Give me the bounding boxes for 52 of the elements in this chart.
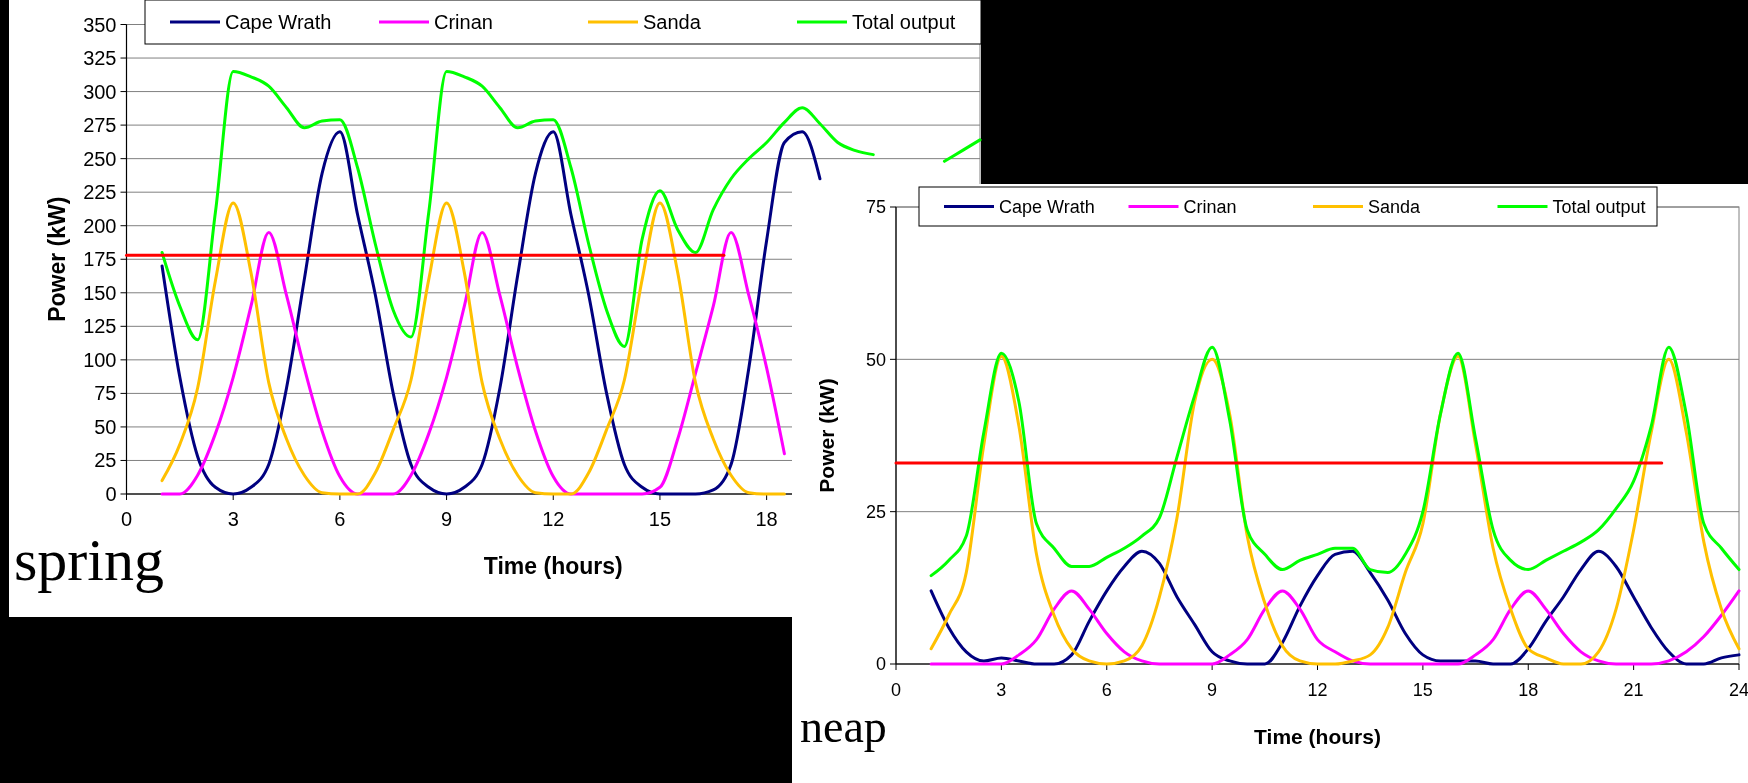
legend-label: Sanda	[643, 11, 702, 33]
y-tick-label: 50	[865, 349, 886, 370]
y-tick-label: 0	[105, 483, 117, 505]
x-tick-label: 15	[648, 508, 672, 530]
legend-label: Total output	[852, 11, 956, 33]
y-tick-label: 50	[94, 415, 117, 438]
y-tick-label: 250	[83, 147, 117, 170]
x-tick-label: 6	[334, 508, 346, 530]
y-axis-title: Power (kW)	[43, 196, 70, 322]
x-axis-title: Time (hours)	[1254, 725, 1381, 748]
x-tick-label: 9	[1207, 680, 1218, 700]
x-tick-label: 21	[1623, 680, 1644, 700]
text: spring	[14, 527, 164, 593]
line-series	[929, 589, 1741, 666]
x-tick-label: 3	[996, 680, 1007, 700]
x-tick-label: 0	[890, 680, 902, 700]
y-tick-label: 275	[83, 114, 117, 137]
line-series	[929, 345, 1741, 578]
legend-label: Crinan	[434, 11, 493, 33]
legend-label: Crinan	[1183, 196, 1237, 217]
y-tick-label: 150	[83, 281, 117, 304]
legend-label: Cape Wrath	[999, 196, 1095, 217]
y-tick-label: 300	[83, 80, 117, 103]
x-tick-label: 6	[1101, 680, 1112, 700]
y-tick-label: 25	[865, 501, 886, 522]
legend-label: Total output	[1552, 196, 1646, 217]
y-tick-label: 325	[83, 47, 117, 70]
x-tick-label: 18	[755, 508, 778, 530]
legend-label: Cape Wrath	[225, 11, 332, 33]
x-tick-label: 18	[1518, 680, 1539, 700]
x-axis-title: Time (hours)	[483, 553, 623, 579]
y-tick-label: 75	[865, 197, 886, 218]
x-tick-label: 3	[227, 508, 239, 530]
x-tick-label: 24	[1728, 680, 1748, 700]
y-axis-title: Power (kW)	[815, 378, 838, 493]
y-tick-label: 0	[875, 654, 886, 675]
y-tick-label: 75	[94, 382, 117, 405]
y-tick-label: 225	[83, 181, 117, 204]
y-tick-label: 25	[94, 449, 117, 472]
x-tick-label: 12	[1307, 680, 1328, 700]
x-tick-label: 9	[441, 508, 453, 530]
y-tick-label: 200	[83, 214, 117, 237]
line-series	[929, 549, 1741, 666]
y-tick-label: 350	[83, 13, 117, 36]
text: neap	[800, 701, 887, 752]
y-tick-label: 125	[83, 315, 117, 338]
x-tick-label: 15	[1412, 680, 1433, 700]
legend-label: Sanda	[1368, 196, 1422, 217]
x-tick-label: 12	[542, 508, 565, 530]
y-tick-label: 100	[83, 348, 117, 371]
y-tick-label: 175	[83, 248, 117, 271]
x-tick-label: 0	[120, 508, 133, 530]
